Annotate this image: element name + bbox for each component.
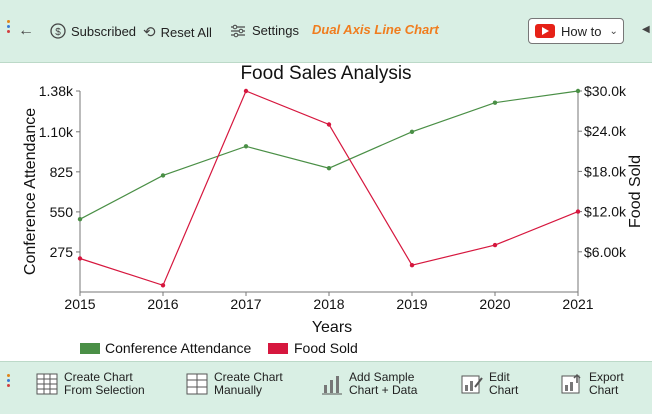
data-point	[492, 100, 498, 105]
data-point	[575, 88, 581, 94]
top-toolbar: ← $ Subscribed ⟲ Reset All Settings Dual…	[0, 0, 652, 63]
edit-chart-icon	[461, 375, 483, 394]
app-title: Dual Axis Line Chart	[312, 22, 439, 37]
left-tick-label: 275	[50, 244, 74, 260]
data-point	[243, 88, 249, 94]
settings-button[interactable]: Settings	[230, 23, 299, 38]
x-tick-label: 2015	[64, 296, 95, 312]
legend-swatch-food-sold	[268, 343, 288, 354]
x-tick-label: 2021	[562, 296, 593, 312]
series-line-food-sold	[79, 90, 579, 287]
subscribed-button[interactable]: $ Subscribed	[50, 23, 136, 39]
add-sample-line1: Add Sample	[349, 370, 415, 384]
right-tick-label: $18.0k	[584, 163, 627, 179]
caret-left-icon: ◀	[642, 24, 650, 35]
x-tick-label: 2016	[147, 296, 178, 312]
right-tick-label: $30.0k	[584, 83, 627, 99]
export-chart-button[interactable]: Export Chart	[561, 371, 624, 397]
legend-label-conference-attendance: Conference Attendance	[105, 340, 252, 356]
legend-label-food-sold: Food Sold	[294, 340, 358, 356]
how-to-label: How to	[561, 23, 602, 39]
data-point	[160, 283, 166, 288]
data-point	[77, 256, 83, 261]
legend-swatch-conference-attendance	[80, 343, 100, 354]
settings-label: Settings	[252, 23, 299, 38]
reset-icon: ⟲	[143, 24, 156, 41]
back-button[interactable]: ←	[18, 22, 34, 40]
collapse-panel-button[interactable]: ◀	[642, 24, 650, 35]
x-tick-label: 2018	[313, 296, 344, 312]
data-point	[409, 129, 415, 134]
how-to-dropdown[interactable]: How to ⌄	[528, 18, 624, 44]
reset-label: Reset All	[160, 24, 212, 40]
data-point	[326, 165, 332, 171]
bottom-toolbar: Create Chart From Selection Create Chart M…	[0, 361, 652, 414]
left-tick-label: 1.10k	[39, 124, 74, 140]
export-chart-line1: Export	[589, 370, 624, 384]
data-point	[326, 122, 332, 127]
add-sample-line2: Chart + Data	[349, 383, 418, 397]
create-chart-from-selection-button[interactable]: Create Chart From Selection	[36, 371, 145, 397]
right-tick-label: $24.0k	[584, 123, 627, 139]
table-grid-icon	[36, 373, 58, 395]
drag-handle-icon[interactable]	[7, 374, 10, 389]
x-tick-label: 2017	[230, 296, 261, 312]
right-axis-title: Food Sold	[627, 155, 644, 228]
sliders-icon	[231, 24, 245, 37]
youtube-icon	[535, 24, 555, 38]
back-arrow-icon: ←	[18, 22, 34, 39]
data-point	[409, 263, 415, 268]
edit-chart-line2: Chart	[489, 383, 519, 397]
data-point	[243, 144, 249, 149]
data-point	[160, 173, 166, 178]
edit-chart-line1: Edit	[489, 370, 510, 384]
table-edit-icon	[186, 373, 208, 395]
left-axis-title: Conference Attendance	[22, 108, 39, 275]
add-sample-chart-button[interactable]: Add Sample Chart + Data	[321, 371, 417, 397]
sample-chart-icon	[322, 376, 342, 395]
chevron-down-icon: ⌄	[609, 25, 618, 37]
left-tick-label: 825	[50, 164, 74, 180]
dollar-circle-icon: $	[50, 23, 66, 39]
data-point	[575, 209, 581, 214]
data-point	[492, 242, 498, 248]
right-tick-label: $6.00k	[584, 244, 627, 260]
reset-all-button[interactable]: ⟲ Reset All	[143, 23, 212, 41]
export-chart-line2: Chart	[589, 383, 619, 397]
create-chart-manually-button[interactable]: Create Chart Manually	[186, 371, 283, 397]
right-tick-label: $12.0k	[584, 204, 627, 220]
left-tick-label: 1.38k	[39, 83, 74, 99]
drag-handle-icon[interactable]	[7, 20, 10, 35]
dual-axis-line-chart: Food Sales Analysis 275 550 825 1.10k 1.38k $6…	[22, 63, 644, 356]
svg-text:$: $	[55, 27, 61, 38]
x-tick-label: 2019	[396, 296, 427, 312]
create-from-selection-line1: Create Chart	[64, 370, 133, 384]
create-manually-line1: Create Chart	[214, 370, 283, 384]
edit-chart-button[interactable]: Edit Chart	[461, 371, 518, 397]
create-from-selection-line2: From Selection	[64, 383, 145, 397]
create-manually-line2: Manually	[214, 383, 263, 397]
chart-title: Food Sales Analysis	[240, 63, 411, 84]
subscribed-label: Subscribed	[71, 23, 137, 39]
series-line-conference-attendance	[79, 90, 579, 220]
export-chart-icon	[561, 373, 581, 394]
left-tick-label: 550	[50, 204, 74, 220]
x-tick-label: 2020	[479, 296, 510, 312]
data-point	[77, 216, 83, 222]
x-axis-title: Years	[312, 319, 352, 336]
